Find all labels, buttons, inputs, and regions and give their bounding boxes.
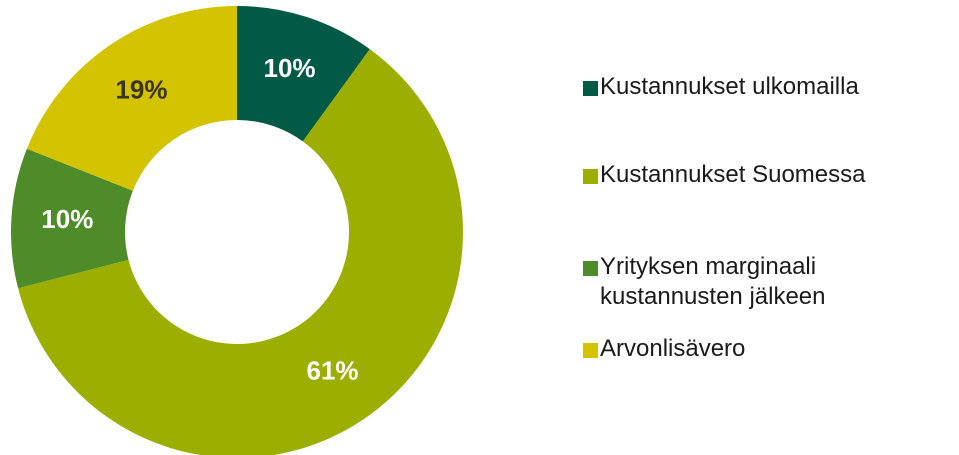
donut-slice bbox=[18, 49, 463, 455]
legend-label: Kustannukset Suomessa bbox=[600, 161, 866, 188]
legend-swatch bbox=[583, 169, 598, 184]
legend-swatch bbox=[583, 81, 598, 96]
legend-label: Kustannukset ulkomailla bbox=[600, 73, 859, 100]
data-label: 10% bbox=[264, 53, 316, 83]
data-label: 10% bbox=[41, 204, 93, 234]
data-label: 61% bbox=[307, 355, 359, 385]
legend-item: Yrityksen marginaali kustannusten jälkee… bbox=[580, 252, 959, 312]
legend-swatch bbox=[583, 261, 598, 276]
donut-slice bbox=[10, 148, 133, 289]
legend-label: Yrityksen marginaali kustannusten jälkee… bbox=[600, 253, 826, 310]
donut-slice bbox=[237, 6, 370, 142]
legend-item: Kustannukset Suomessa bbox=[580, 160, 866, 190]
legend-item: Kustannukset ulkomailla bbox=[580, 72, 859, 102]
donut-slice bbox=[26, 6, 237, 191]
legend-swatch bbox=[583, 343, 598, 358]
data-label: 19% bbox=[115, 74, 167, 104]
legend-label: Arvonlisävero bbox=[600, 335, 746, 362]
legend-item: Arvonlisävero bbox=[580, 334, 745, 364]
donut: 10% 61% 10% 19% bbox=[10, 6, 463, 455]
